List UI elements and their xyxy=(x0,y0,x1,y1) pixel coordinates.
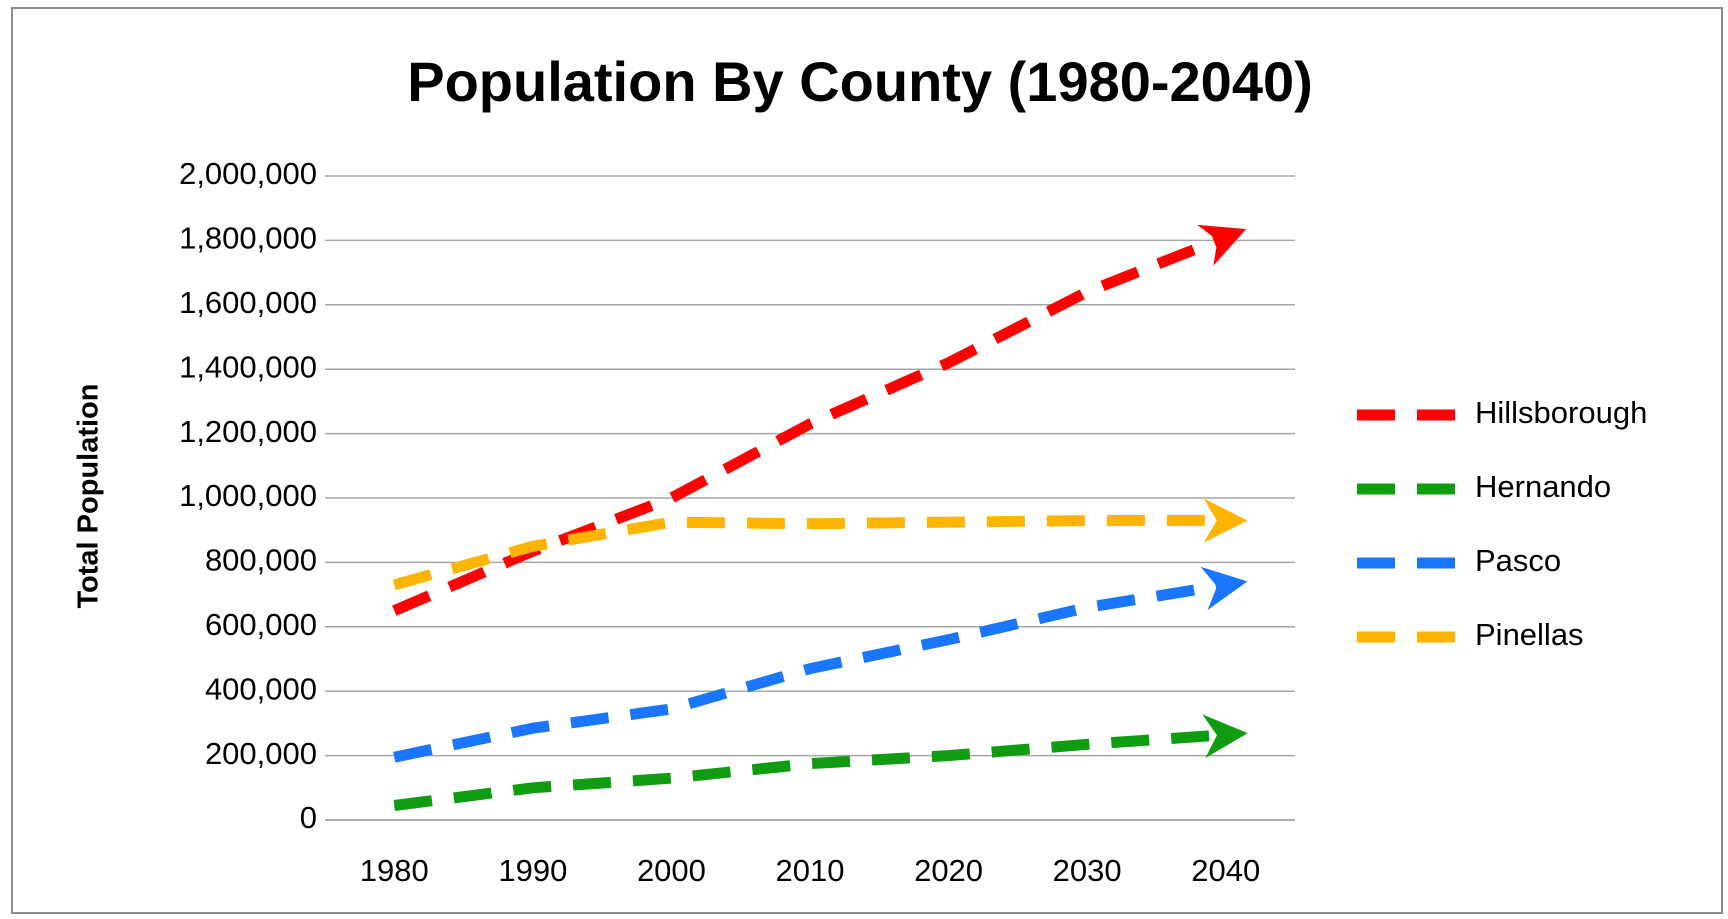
y-axis-label: Total Population xyxy=(73,384,105,609)
x-tick-label: 2030 xyxy=(1053,853,1122,888)
x-tick-label: 1990 xyxy=(498,853,567,888)
x-tick-label: 2000 xyxy=(637,853,706,888)
series-line xyxy=(392,498,1248,591)
y-tick-label: 2,000,000 xyxy=(179,156,317,191)
x-tick-label: 2040 xyxy=(1191,853,1260,888)
y-tick-label: 0 xyxy=(300,800,317,835)
legend-label: Pasco xyxy=(1475,543,1561,578)
legend-label: Hernando xyxy=(1475,469,1611,504)
series-line xyxy=(393,566,1248,763)
y-tick-label: 1,400,000 xyxy=(179,349,317,384)
y-tick-label: 1,800,000 xyxy=(179,221,317,256)
chart-frame xyxy=(11,7,1723,914)
y-tick-label: 200,000 xyxy=(205,736,317,771)
y-tick-label: 800,000 xyxy=(205,543,317,578)
y-tick-label: 1,600,000 xyxy=(179,285,317,320)
chart-title: Population By County (1980-2040) xyxy=(407,50,1313,113)
legend-label: Pinellas xyxy=(1475,617,1584,652)
x-tick-label: 2020 xyxy=(914,853,983,888)
series-line xyxy=(393,714,1248,811)
legend-label: Hillsborough xyxy=(1475,395,1647,430)
x-tick-label: 1980 xyxy=(360,853,429,888)
y-tick-label: 1,200,000 xyxy=(179,414,317,449)
y-tick-label: 400,000 xyxy=(205,671,317,706)
x-tick-label: 2010 xyxy=(776,853,845,888)
y-tick-label: 600,000 xyxy=(205,607,317,642)
y-tick-label: 1,000,000 xyxy=(179,478,317,513)
